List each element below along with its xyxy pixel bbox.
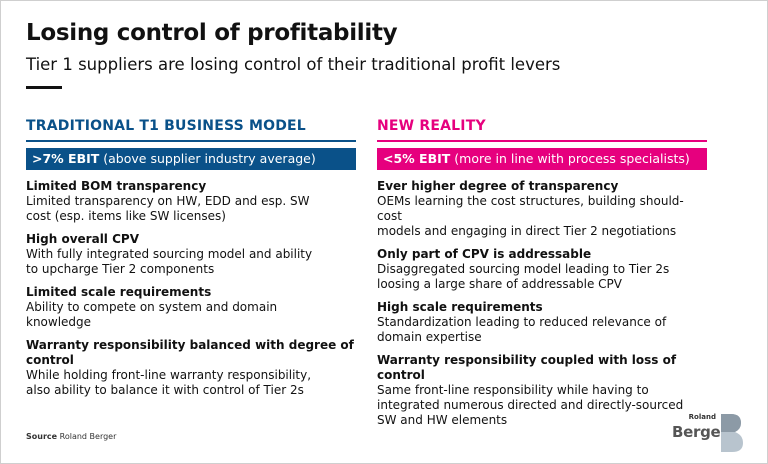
item-text-line: Standardization leading to reduced relev… bbox=[377, 315, 667, 329]
list-item: High overall CPV With fully integrated so… bbox=[26, 232, 356, 277]
list-item: Warranty responsibility balanced with de… bbox=[26, 338, 356, 398]
list-item: Limited BOM transparency Limited transpar… bbox=[26, 179, 356, 224]
logo-b-mark-icon bbox=[721, 414, 743, 452]
list-item: Only part of CPV is addressable Disaggreg… bbox=[377, 247, 707, 292]
item-text-line: Limited transparency on HW, EDD and esp.… bbox=[26, 194, 310, 208]
traditional-ebit-value: >7% EBIT bbox=[32, 151, 100, 166]
item-title: Warranty responsibility coupled with los… bbox=[377, 353, 677, 382]
list-item: Ever higher degree of transparency OEMs l… bbox=[377, 179, 707, 239]
item-text-line: Ability to compete on system and domain bbox=[26, 300, 278, 314]
new-reality-ebit-value: <5% EBIT bbox=[383, 151, 451, 166]
item-title: Ever higher degree of transparency bbox=[377, 179, 619, 193]
item-text-line: domain expertise bbox=[377, 330, 482, 344]
item-title: Limited BOM transparency bbox=[26, 179, 207, 193]
list-item: High scale requirements Standardization l… bbox=[377, 300, 707, 345]
item-text-line: knowledge bbox=[26, 315, 92, 329]
traditional-ebit-note: (above supplier industry average) bbox=[99, 151, 316, 166]
item-text-line: While holding front-line warranty respon… bbox=[26, 368, 312, 382]
item-text-line: also ability to balance it with control … bbox=[26, 383, 304, 397]
item-title: Limited scale requirements bbox=[26, 285, 212, 299]
item-title: High overall CPV bbox=[26, 232, 139, 246]
page-title: Losing control of profitability bbox=[26, 20, 398, 46]
item-text-line: Disaggregated sourcing model leading to … bbox=[377, 262, 670, 276]
item-text-line: models and engaging in direct Tier 2 neg… bbox=[377, 224, 677, 238]
new-reality-ebit-banner: <5% EBIT (more in line with process spec… bbox=[377, 148, 707, 170]
source-label: Source bbox=[26, 432, 58, 441]
page-subtitle: Tier 1 suppliers are losing control of t… bbox=[26, 55, 561, 74]
item-title: Warranty responsibility balanced with de… bbox=[26, 338, 354, 367]
item-text-line: SW and HW elements bbox=[377, 413, 508, 427]
item-title: High scale requirements bbox=[377, 300, 543, 314]
new-reality-ebit-note: (more in line with process specialists) bbox=[450, 151, 690, 166]
new-reality-column: NEW REALITY <5% EBIT (more in line with … bbox=[377, 118, 707, 436]
logo-big-text: Berger bbox=[672, 423, 728, 441]
item-text-line: With fully integrated sourcing model and… bbox=[26, 247, 313, 261]
roland-berger-logo: Roland Berger bbox=[672, 413, 744, 453]
source-note: Source Roland Berger bbox=[26, 432, 116, 441]
item-text-line: Same front-line responsibility while hav… bbox=[377, 383, 649, 397]
item-text-line: cost (esp. items like SW licenses) bbox=[26, 209, 226, 223]
list-item: Limited scale requirements Ability to com… bbox=[26, 285, 356, 330]
traditional-column: TRADITIONAL T1 BUSINESS MODEL >7% EBIT (… bbox=[26, 118, 356, 406]
new-reality-items: Ever higher degree of transparency OEMs l… bbox=[377, 179, 707, 428]
item-text-line: loosing a large share of addressable CPV bbox=[377, 277, 622, 291]
list-item: Warranty responsibility coupled with los… bbox=[377, 353, 707, 428]
new-reality-heading: NEW REALITY bbox=[377, 118, 486, 134]
traditional-items: Limited BOM transparency Limited transpar… bbox=[26, 179, 356, 398]
title-underline bbox=[26, 86, 62, 89]
logo-small-text: Roland bbox=[688, 413, 716, 421]
item-title: Only part of CPV is addressable bbox=[377, 247, 592, 261]
traditional-divider bbox=[26, 140, 356, 142]
traditional-heading: TRADITIONAL T1 BUSINESS MODEL bbox=[26, 118, 306, 134]
item-text-line: to upcharge Tier 2 components bbox=[26, 262, 215, 276]
item-text-line: integrated numerous directed and directl… bbox=[377, 398, 684, 412]
traditional-ebit-banner: >7% EBIT (above supplier industry averag… bbox=[26, 148, 356, 170]
new-reality-divider bbox=[377, 140, 707, 142]
source-text: Roland Berger bbox=[57, 432, 117, 441]
item-text-line: OEMs learning the cost structures, build… bbox=[377, 194, 684, 223]
